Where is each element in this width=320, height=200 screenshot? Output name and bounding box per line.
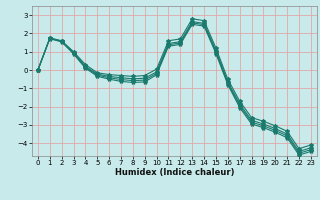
X-axis label: Humidex (Indice chaleur): Humidex (Indice chaleur) [115, 168, 234, 177]
